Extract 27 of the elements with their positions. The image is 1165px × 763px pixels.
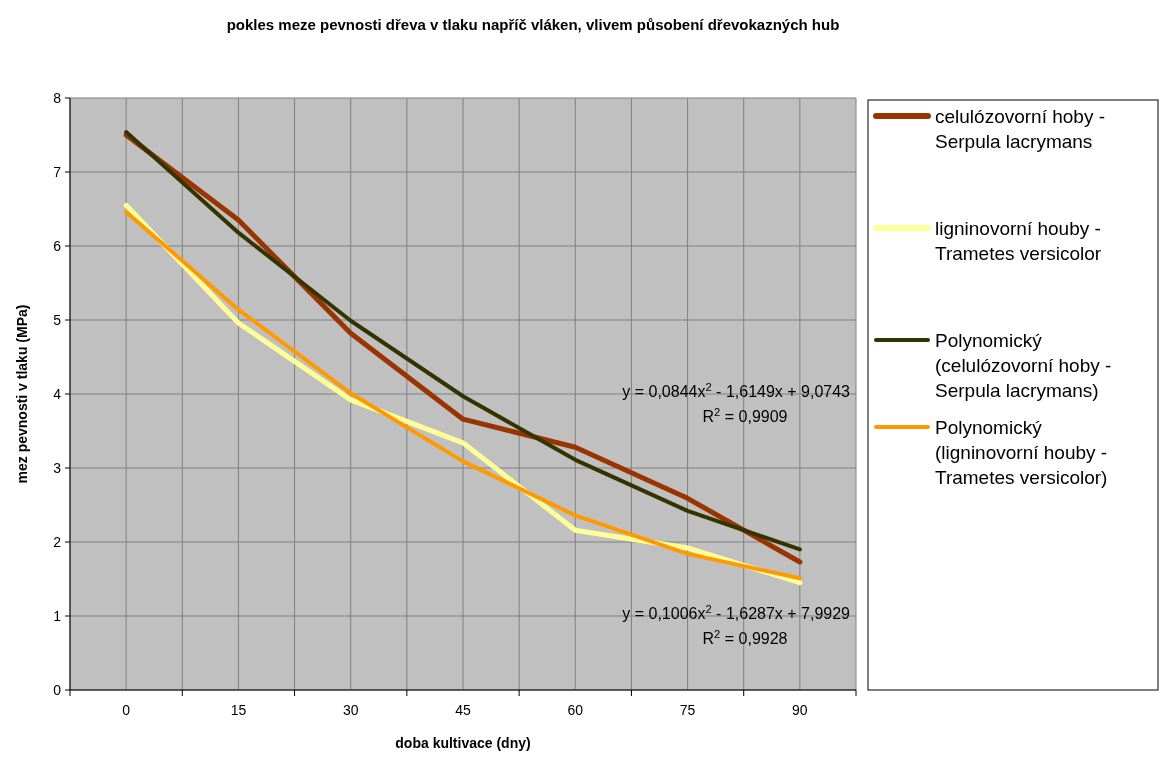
annotation: y = 0,0844x$^{2}$ - 1,6149x + 9,0743 xyxy=(622,381,851,400)
x-axis-title: doba kultivace (dny) xyxy=(395,735,531,751)
chart-title: pokles meze pevnosti dřeva v tlaku napříč vláken, vlivem působení dřevokazných hub xyxy=(226,16,840,33)
y-tick-label: 0 xyxy=(53,682,62,698)
legend-label: Polynomický (celulózovorní hoby - Serpula lacrymans) xyxy=(935,330,1112,401)
y-tick-label: 2 xyxy=(53,534,62,550)
annotation: y = 0,1006x$^{2}$ - 1,6287x + 7,9929 xyxy=(622,603,851,622)
x-tick-label: 60 xyxy=(567,702,584,718)
y-tick-label: 1 xyxy=(53,608,62,624)
y-tick-label: 5 xyxy=(53,312,62,328)
y-tick-label: 7 xyxy=(53,164,62,180)
x-tick-label: 0 xyxy=(122,702,131,718)
y-tick-label: 6 xyxy=(53,238,62,254)
y-tick-label: 8 xyxy=(53,90,62,106)
annotation: R$^{2}$ = 0,9909 xyxy=(702,406,788,425)
x-tick-label: 90 xyxy=(792,702,808,718)
x-tick-label: 75 xyxy=(679,702,696,718)
legend-label: Polynomický (ligninovorní houby - Trametes versicolor) xyxy=(935,417,1108,488)
y-tick-label: 3 xyxy=(53,460,62,476)
legend-label: ligninovorní houby - Trametes versicolor xyxy=(935,218,1102,264)
y-tick-label: 4 xyxy=(53,386,62,402)
x-tick-label: 45 xyxy=(455,702,471,718)
annotation: R$^{2}$ = 0,9928 xyxy=(702,628,788,647)
y-axis-title: mez pevnosti v tlaku (MPa) xyxy=(14,304,30,484)
x-tick-label: 30 xyxy=(342,702,359,718)
legend-label: celulózovorní hoby - Serpula lacrymans xyxy=(935,106,1106,152)
x-tick-label: 15 xyxy=(230,702,247,718)
